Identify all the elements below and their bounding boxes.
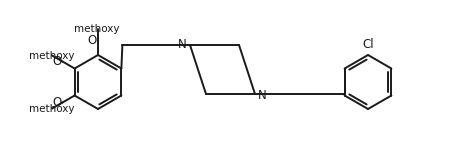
Text: O: O	[88, 34, 97, 47]
Text: N: N	[178, 38, 187, 51]
Text: N: N	[257, 89, 266, 101]
Text: methoxy: methoxy	[29, 103, 75, 113]
Text: O: O	[52, 55, 62, 68]
Text: Cl: Cl	[362, 38, 373, 51]
Text: methoxy: methoxy	[29, 51, 75, 61]
Text: methoxy: methoxy	[74, 24, 119, 34]
Text: O: O	[52, 96, 62, 109]
